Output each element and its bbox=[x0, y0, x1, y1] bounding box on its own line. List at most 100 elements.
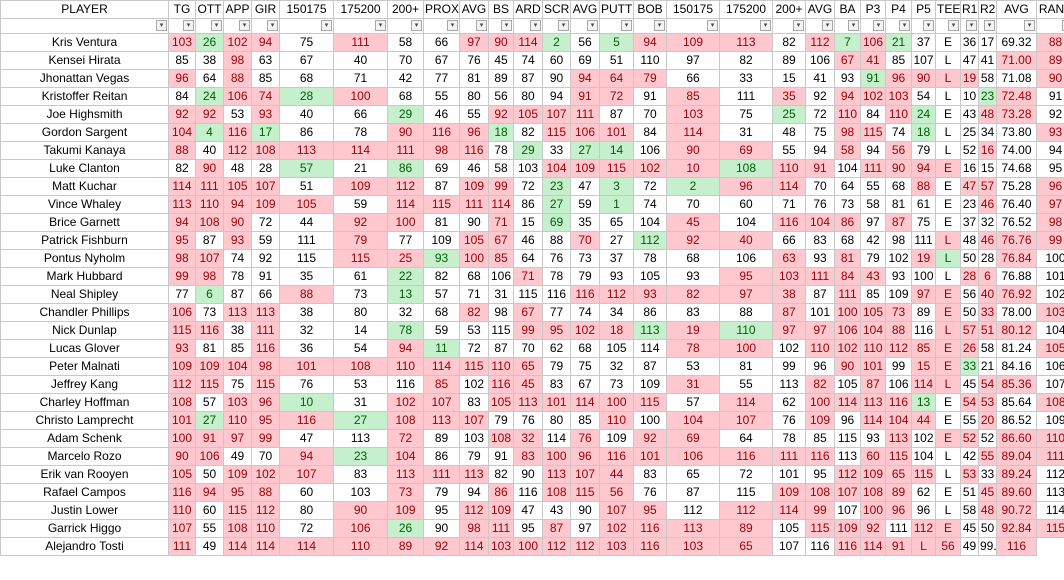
stat-cell[interactable]: 48 bbox=[978, 501, 997, 520]
stat-cell[interactable]: 95 bbox=[1036, 159, 1064, 178]
stat-cell[interactable]: 114 bbox=[772, 177, 806, 196]
stat-cell[interactable]: 102 bbox=[1036, 285, 1064, 304]
column-header-27[interactable]: AVG bbox=[996, 0, 1037, 19]
stat-cell[interactable]: 89.04 bbox=[996, 447, 1037, 466]
stat-cell[interactable]: 94 bbox=[570, 69, 600, 88]
stat-cell[interactable]: 92 bbox=[333, 213, 388, 232]
stat-cell[interactable]: 62 bbox=[911, 483, 936, 502]
stat-cell[interactable]: 73 bbox=[387, 483, 424, 502]
stat-cell[interactable]: 35 bbox=[772, 87, 806, 106]
stat-cell[interactable]: 94 bbox=[633, 33, 667, 52]
stat-cell[interactable]: 116 bbox=[834, 537, 861, 556]
stat-cell[interactable]: 112 bbox=[387, 177, 424, 196]
stat-cell[interactable]: 32 bbox=[599, 357, 634, 376]
stat-cell[interactable]: 111 bbox=[251, 321, 280, 340]
stat-cell[interactable]: 108 bbox=[387, 411, 424, 430]
stat-cell[interactable]: 113 bbox=[772, 375, 806, 394]
player-name-cell[interactable]: Takumi Kanaya bbox=[0, 141, 169, 160]
player-name-cell[interactable]: Kristoffer Reitan bbox=[0, 87, 169, 106]
table-row[interactable]: Neal Shipley 77 6 87 66 88 73 13 57 71 31 115 116 116… bbox=[0, 285, 1064, 304]
player-name-cell[interactable]: Peter Malnati bbox=[0, 357, 169, 376]
stat-cell[interactable]: E bbox=[935, 339, 961, 358]
column-header-9[interactable]: AVG bbox=[459, 0, 489, 19]
stat-cell[interactable]: 87 bbox=[513, 69, 543, 88]
stat-cell[interactable]: 82 bbox=[772, 33, 806, 52]
stat-cell[interactable]: 116 bbox=[542, 285, 571, 304]
stat-cell[interactable]: 79 bbox=[488, 411, 514, 430]
dropdown-arrow-icon[interactable]: ▾ bbox=[848, 20, 859, 31]
stat-cell[interactable]: 100 bbox=[911, 267, 936, 286]
column-header-3[interactable]: APP bbox=[223, 0, 252, 19]
stat-cell[interactable]: 99.32 bbox=[978, 537, 997, 556]
stat-cell[interactable]: 113 bbox=[168, 195, 196, 214]
stat-cell[interactable]: 107 bbox=[459, 411, 489, 430]
stat-cell[interactable]: 94 bbox=[251, 33, 280, 52]
stat-cell[interactable]: 110 bbox=[195, 195, 224, 214]
stat-cell[interactable]: 68 bbox=[570, 339, 600, 358]
stat-cell[interactable]: 72 bbox=[719, 465, 773, 484]
stat-cell[interactable]: 52 bbox=[960, 429, 979, 448]
stat-cell[interactable]: L bbox=[935, 87, 961, 106]
player-name-cell[interactable]: Mark Hubbard bbox=[0, 267, 169, 286]
stat-cell[interactable]: 104 bbox=[911, 447, 936, 466]
stat-cell[interactable]: 114 bbox=[223, 537, 252, 556]
stat-cell[interactable]: 77 bbox=[423, 69, 460, 88]
stat-cell[interactable]: 80 bbox=[279, 501, 334, 520]
stat-cell[interactable]: 100 bbox=[719, 339, 773, 358]
stat-cell[interactable]: E bbox=[935, 303, 961, 322]
stat-cell[interactable]: 104 bbox=[542, 159, 571, 178]
stat-cell[interactable]: 96 bbox=[168, 69, 196, 88]
stat-cell[interactable]: 50 bbox=[195, 465, 224, 484]
stat-cell[interactable]: 109 bbox=[805, 411, 835, 430]
table-row[interactable]: Matt Kuchar 114 111 105 107 51 109 112 87 109 99 72… bbox=[0, 177, 1064, 196]
stat-cell[interactable]: 114 bbox=[279, 537, 334, 556]
stat-cell[interactable]: 37 bbox=[911, 33, 936, 52]
stat-cell[interactable]: 88 bbox=[542, 231, 571, 250]
player-name-cell[interactable]: Jhonattan Vegas bbox=[0, 69, 169, 88]
stat-cell[interactable]: 67 bbox=[423, 51, 460, 70]
stat-cell[interactable]: 93 bbox=[599, 267, 634, 286]
stat-cell[interactable]: 76 bbox=[513, 411, 543, 430]
stat-cell[interactable]: 105 bbox=[279, 195, 334, 214]
stat-cell[interactable]: 85 bbox=[860, 285, 886, 304]
column-header-25[interactable]: R1 bbox=[960, 0, 979, 19]
stat-cell[interactable]: 40 bbox=[333, 51, 388, 70]
stat-cell[interactable]: 78 bbox=[488, 141, 514, 160]
stat-cell[interactable]: 109 bbox=[459, 177, 489, 196]
stat-cell[interactable]: 113 bbox=[423, 411, 460, 430]
column-header-19[interactable]: AVG bbox=[805, 0, 835, 19]
stat-cell[interactable]: 115 bbox=[333, 249, 388, 268]
stat-cell[interactable]: 86 bbox=[513, 195, 543, 214]
stat-cell[interactable]: 111 bbox=[805, 267, 835, 286]
stat-cell[interactable]: 70 bbox=[513, 339, 543, 358]
stat-cell[interactable]: 64 bbox=[719, 429, 773, 448]
stat-cell[interactable]: 43 bbox=[960, 105, 979, 124]
stat-cell[interactable]: 42 bbox=[387, 69, 424, 88]
stat-cell[interactable]: 110 bbox=[599, 411, 634, 430]
stat-cell[interactable]: 113 bbox=[885, 429, 912, 448]
stat-cell[interactable]: 89.60 bbox=[996, 483, 1037, 502]
stat-cell[interactable]: 107 bbox=[251, 177, 280, 196]
stat-cell[interactable]: 102 bbox=[251, 465, 280, 484]
stat-cell[interactable]: 112 bbox=[599, 285, 634, 304]
stat-cell[interactable]: 116 bbox=[633, 537, 667, 556]
stat-cell[interactable]: 95 bbox=[805, 465, 835, 484]
stat-cell[interactable]: 97 bbox=[719, 285, 773, 304]
stat-cell[interactable]: 110 bbox=[633, 51, 667, 70]
stat-cell[interactable]: 105 bbox=[223, 177, 252, 196]
stat-cell[interactable]: 112 bbox=[719, 501, 773, 520]
stat-cell[interactable]: 86 bbox=[423, 447, 460, 466]
stat-cell[interactable]: 109 bbox=[860, 465, 886, 484]
stat-cell[interactable]: 69 bbox=[423, 159, 460, 178]
stat-cell[interactable]: 105 bbox=[459, 231, 489, 250]
stat-cell[interactable]: 74 bbox=[885, 123, 912, 142]
stat-cell[interactable]: 38 bbox=[772, 285, 806, 304]
stat-cell[interactable]: 54 bbox=[978, 375, 997, 394]
stat-cell[interactable]: 56 bbox=[960, 285, 979, 304]
stat-cell[interactable]: 88 bbox=[223, 69, 252, 88]
stat-cell[interactable]: 100 bbox=[860, 501, 886, 520]
stat-cell[interactable]: 45 bbox=[960, 519, 979, 538]
player-name-cell[interactable]: Lucas Glover bbox=[0, 339, 169, 358]
stat-cell[interactable]: 81 bbox=[834, 249, 861, 268]
stat-cell[interactable]: 96 bbox=[570, 447, 600, 466]
